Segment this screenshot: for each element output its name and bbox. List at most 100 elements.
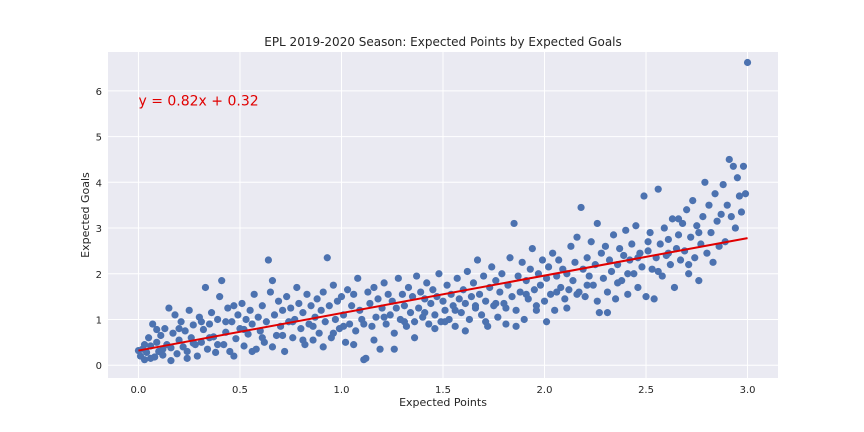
data-point bbox=[506, 254, 514, 262]
data-point bbox=[510, 219, 518, 228]
data-point bbox=[544, 263, 553, 271]
chart-title: EPL 2019-2020 Season: Expected Points by… bbox=[264, 35, 622, 49]
data-point bbox=[443, 281, 451, 289]
data-point bbox=[463, 267, 471, 276]
data-point bbox=[660, 224, 668, 232]
data-point bbox=[293, 283, 301, 292]
data-point bbox=[467, 293, 476, 301]
y-tick-label: 0 bbox=[96, 361, 102, 372]
data-point bbox=[650, 295, 658, 303]
data-point bbox=[461, 299, 469, 308]
data-point bbox=[530, 286, 538, 294]
data-point bbox=[654, 267, 662, 276]
data-point bbox=[711, 190, 719, 198]
data-point bbox=[595, 309, 603, 317]
x-tick-label: 3.0 bbox=[740, 385, 756, 396]
data-point bbox=[199, 325, 208, 334]
data-point bbox=[197, 318, 205, 326]
data-point bbox=[268, 343, 277, 351]
data-point bbox=[410, 334, 419, 342]
data-point bbox=[246, 306, 254, 314]
data-point bbox=[605, 256, 614, 264]
data-point bbox=[567, 242, 575, 250]
data-point bbox=[274, 297, 283, 305]
data-point bbox=[471, 302, 480, 310]
data-point bbox=[593, 219, 601, 228]
data-point bbox=[228, 318, 236, 326]
data-point bbox=[514, 272, 522, 280]
data-point bbox=[346, 320, 354, 328]
data-point bbox=[319, 288, 327, 296]
data-point bbox=[571, 258, 579, 266]
data-point bbox=[270, 311, 279, 319]
data-point bbox=[362, 354, 370, 362]
data-point bbox=[494, 313, 502, 321]
data-point bbox=[171, 311, 179, 319]
data-point bbox=[705, 201, 713, 209]
y-tick-label: 2 bbox=[96, 270, 102, 281]
data-point bbox=[382, 320, 390, 328]
data-point bbox=[739, 162, 748, 170]
data-point bbox=[376, 345, 384, 353]
data-point bbox=[451, 306, 459, 314]
data-point bbox=[136, 352, 145, 360]
data-point bbox=[147, 354, 155, 362]
data-point bbox=[573, 233, 581, 241]
data-point bbox=[469, 279, 478, 287]
data-point bbox=[538, 256, 547, 264]
data-point bbox=[364, 288, 372, 296]
x-tick-label: 1.0 bbox=[334, 385, 350, 396]
data-point bbox=[145, 334, 153, 342]
data-point bbox=[374, 295, 382, 303]
data-point bbox=[611, 295, 620, 303]
data-point bbox=[159, 351, 167, 359]
data-point bbox=[719, 180, 727, 189]
data-point bbox=[350, 341, 358, 349]
data-point bbox=[723, 201, 731, 209]
data-point bbox=[561, 295, 569, 303]
data-point bbox=[609, 231, 618, 239]
data-point bbox=[589, 281, 597, 289]
data-point bbox=[153, 325, 161, 334]
data-point bbox=[457, 309, 465, 317]
data-point bbox=[173, 350, 181, 358]
data-point bbox=[577, 203, 585, 212]
y-tick-label: 5 bbox=[96, 133, 102, 144]
data-point bbox=[731, 224, 739, 232]
data-point bbox=[632, 222, 640, 230]
data-point bbox=[522, 290, 530, 298]
data-point bbox=[435, 270, 443, 278]
data-point bbox=[283, 293, 291, 301]
regression-equation: y = 0.82x + 0.32 bbox=[138, 93, 258, 109]
data-point bbox=[603, 288, 612, 296]
data-point bbox=[482, 297, 490, 305]
data-point bbox=[214, 341, 222, 349]
data-point bbox=[701, 178, 709, 186]
data-point bbox=[689, 196, 697, 205]
data-point bbox=[415, 304, 423, 312]
data-point bbox=[644, 247, 652, 255]
data-point bbox=[451, 322, 459, 330]
data-point bbox=[230, 352, 238, 360]
data-point bbox=[175, 325, 183, 333]
data-point bbox=[741, 190, 750, 198]
data-point bbox=[384, 290, 392, 298]
data-point bbox=[268, 277, 277, 285]
data-point bbox=[573, 290, 581, 298]
data-point bbox=[201, 283, 210, 292]
data-point bbox=[695, 277, 703, 285]
data-point bbox=[392, 304, 400, 312]
data-point bbox=[646, 229, 654, 237]
data-point bbox=[492, 277, 500, 285]
data-point bbox=[203, 345, 212, 353]
data-point bbox=[583, 281, 591, 289]
data-point bbox=[725, 155, 733, 164]
data-point bbox=[674, 215, 683, 223]
data-point bbox=[331, 315, 339, 324]
regression-line bbox=[138, 237, 748, 352]
data-point bbox=[262, 318, 270, 326]
y-tick-label: 6 bbox=[96, 87, 102, 98]
data-point bbox=[149, 320, 157, 328]
data-point bbox=[685, 270, 693, 278]
data-point bbox=[197, 338, 205, 346]
